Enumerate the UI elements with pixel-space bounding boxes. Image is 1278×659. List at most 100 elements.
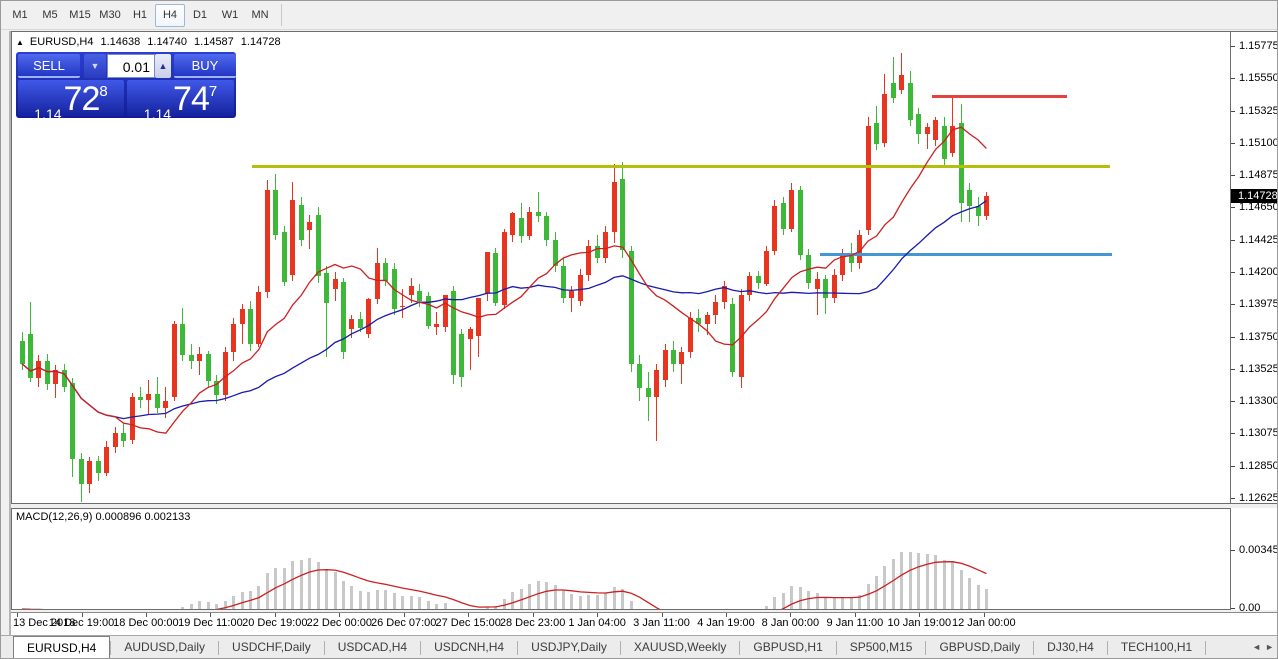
candle (907, 82, 913, 120)
candle (814, 279, 820, 290)
macd-histogram-bar (409, 595, 413, 609)
sell-price-button[interactable]: 1.14728 (18, 80, 124, 122)
candle (560, 266, 566, 298)
tab-usdcnh-h4[interactable]: USDCNH,H4 (434, 640, 505, 654)
macd-histogram-bar (181, 606, 185, 609)
price-axis-tick (1231, 465, 1235, 467)
timeframe-button-m15[interactable]: M15 (69, 9, 91, 21)
sell-button[interactable]: SELL (18, 54, 80, 78)
price-tick-label: 1.13975 (1239, 298, 1278, 311)
tab-usdchf-daily[interactable]: USDCHF,Daily (232, 640, 311, 654)
sell-price-pip: 8 (99, 83, 108, 100)
time-tick-label: 3 Jan 11:00 (633, 617, 690, 629)
candle (797, 190, 803, 255)
tab-separator (420, 641, 422, 655)
candle (603, 231, 609, 258)
tab-separator (1033, 641, 1035, 655)
timeframe-button-d1[interactable]: D1 (192, 9, 208, 21)
candle (831, 274, 837, 298)
timeframe-button-m5[interactable]: M5 (42, 9, 58, 21)
main-chart-pane[interactable]: ▲ EURUSD,H4 1.14638 1.14740 1.14587 1.14728 S… (11, 31, 1231, 504)
chart-symbol-period: EURUSD,H4 (29, 36, 94, 48)
candle (806, 254, 812, 284)
macd-histogram-bar (790, 586, 794, 609)
macd-histogram-bar (866, 583, 870, 609)
macd-axis-tick (1231, 608, 1235, 609)
candle (874, 122, 879, 145)
volume-decrease-button[interactable]: ▼ (84, 54, 106, 78)
resistance-line-olive[interactable] (252, 164, 1110, 168)
time-axis-tick (468, 613, 470, 617)
price-axis-tick (1231, 368, 1235, 370)
time-axis-tick (790, 613, 792, 617)
time-axis-tick (983, 613, 985, 617)
tab-xauusd-weekly[interactable]: XAUUSD,Weekly (633, 640, 727, 654)
macd-histogram-bar (198, 601, 202, 609)
candle (298, 204, 304, 241)
candle (197, 353, 203, 361)
time-tick-label: 4 Jan 19:00 (697, 617, 755, 629)
tab-scroll-right-icon[interactable]: ► (1265, 642, 1274, 652)
time-axis[interactable]: 13 Dec 2018 14 Dec 19:00 18 Dec 00:00 19 De… (11, 612, 1277, 635)
timeframe-button-m30[interactable]: M30 (99, 9, 121, 21)
price-tick-label: 1.14875 (1239, 169, 1278, 182)
buy-button[interactable]: BUY (174, 54, 236, 78)
macd-indicator-pane[interactable]: MACD(12,26,9) 0.000896 0.002133 (11, 508, 1231, 610)
candle (324, 273, 330, 304)
candle (95, 461, 101, 473)
volume-increase-button[interactable]: ▲ (155, 54, 171, 78)
candle (611, 181, 617, 232)
candle (670, 349, 676, 364)
resistance-line-red[interactable] (932, 95, 1067, 99)
candle (425, 296, 431, 327)
macd-histogram-bar (841, 597, 845, 609)
price-axis-tick (1231, 336, 1235, 338)
price-axis-tick (1231, 239, 1235, 241)
candle (730, 303, 736, 373)
timeframe-button-mn[interactable]: MN (251, 9, 269, 21)
tab-tech100-h1[interactable]: TECH100,H1 (1120, 640, 1193, 654)
tab-eurusd-h4[interactable]: EURUSD,H4 (13, 636, 111, 658)
macd-histogram-bar (917, 552, 921, 609)
candle (501, 231, 507, 305)
price-axis-tick (1231, 110, 1235, 112)
tab-gbpusd-h1[interactable]: GBPUSD,H1 (753, 640, 823, 654)
volume-input[interactable]: 0.01 (107, 54, 155, 78)
panel-collapse-icon[interactable]: ▲ (16, 38, 24, 47)
candle-wick (892, 56, 894, 103)
macd-histogram-bar (883, 566, 887, 609)
tab-gbpusd-daily[interactable]: GBPUSD,Daily (939, 640, 1021, 654)
timeframe-button-h4[interactable]: H4 (155, 4, 185, 27)
support-line-blue[interactable] (820, 252, 1112, 256)
candle (552, 240, 558, 267)
macd-histogram-bar (494, 606, 498, 609)
price-axis[interactable]: 1.15775 1.15550 1.15325 1.15100 1.14875 1.146… (1231, 31, 1278, 504)
candle (467, 329, 473, 340)
tab-usdjpy-daily[interactable]: USDJPY,Daily (531, 640, 607, 654)
candle (36, 361, 42, 379)
macd-histogram-bar (798, 586, 802, 609)
time-tick-label: 13 Dec 2018 (13, 617, 76, 629)
candle (188, 355, 194, 361)
price-tick-label: 1.13750 (1239, 330, 1278, 343)
time-axis-tick (532, 613, 534, 617)
candle (137, 396, 143, 400)
timeframe-button-h1[interactable]: H1 (132, 9, 148, 21)
price-axis-tick (1231, 401, 1235, 403)
macd-histogram-bar (435, 603, 438, 609)
candle (307, 221, 313, 231)
tab-separator (619, 641, 621, 655)
tab-sp500-m15[interactable]: SP500,M15 (849, 640, 913, 654)
tab-scroll-left-icon[interactable]: ◄ (1252, 642, 1261, 652)
tab-usdcad-h4[interactable]: USDCAD,H4 (337, 640, 408, 654)
tab-audusd-daily[interactable]: AUDUSD,Daily (124, 640, 206, 654)
macd-histogram-bar (629, 601, 633, 609)
timeframe-button-m1[interactable]: M1 (12, 9, 28, 21)
tab-dj30-h4[interactable]: DJ30,H4 (1047, 640, 1094, 654)
timeframe-button-w1[interactable]: W1 (221, 9, 239, 21)
buy-price-button[interactable]: 1.14747 (127, 80, 234, 122)
candle (205, 353, 211, 382)
macd-histogram-bar (976, 584, 980, 609)
macd-axis[interactable]: 0.0034520.00-0.001851 (1231, 508, 1277, 645)
candle (890, 82, 896, 99)
